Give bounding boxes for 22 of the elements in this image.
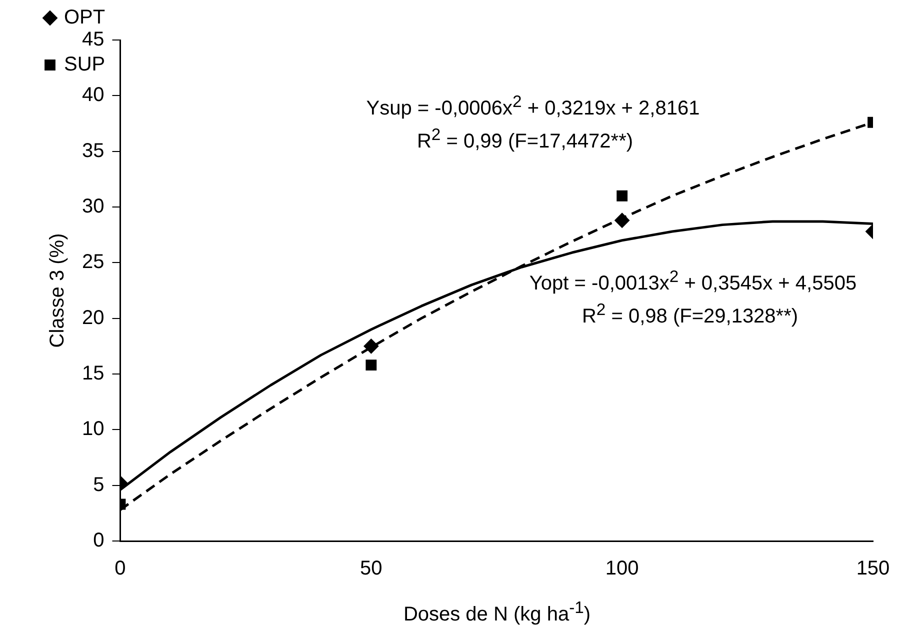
annotation: R$^{2}$ = 0,99 (F=17,4472**) bbox=[416, 125, 634, 154]
x-tick-label: 50 bbox=[360, 558, 382, 580]
x-tick-label: 100 bbox=[605, 558, 639, 580]
y-tick-label: 15 bbox=[82, 362, 104, 385]
legend-label: OPT bbox=[64, 6, 106, 29]
y-tick-label: 30 bbox=[82, 196, 104, 218]
y-tick-label: 45 bbox=[82, 28, 104, 51]
y-tick-label: 5 bbox=[93, 474, 104, 496]
annotation: Yopt = -0,0013x$^{2}$ + 0,3545x + 4,5505 bbox=[529, 267, 857, 296]
annotation: Ysup = -0,0006x$^{2}$ + 0,3219x + 2,8161 bbox=[366, 92, 700, 121]
y-tick-label: 10 bbox=[82, 418, 104, 440]
y-tick-label: 35 bbox=[82, 140, 104, 162]
y-tick-label: 20 bbox=[82, 306, 104, 329]
legend-label: SUP bbox=[64, 54, 106, 76]
x-tick-label: 0 bbox=[114, 558, 126, 580]
x-tick-label: 150 bbox=[856, 558, 890, 580]
y-axis-title: Classe 3 (%) bbox=[46, 233, 69, 348]
y-tick-label: 25 bbox=[82, 251, 104, 274]
y-tick-label: 0 bbox=[93, 530, 104, 552]
x-axis-title: Doses de N (kg ha$^{-1}$) bbox=[403, 598, 591, 627]
y-tick-label: 40 bbox=[82, 84, 104, 106]
annotation: R$^{2}$ = 0,98 (F=29,1328**) bbox=[582, 300, 798, 329]
